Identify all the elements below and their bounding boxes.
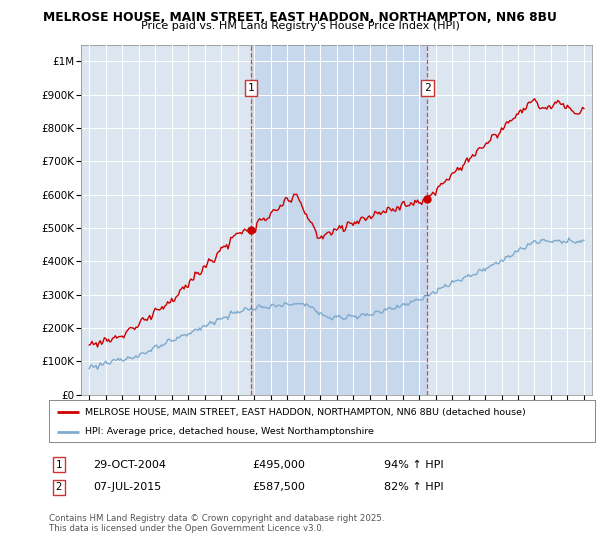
Text: £495,000: £495,000 [252, 460, 305, 470]
Bar [251, 45, 427, 395]
Text: 94% ↑ HPI: 94% ↑ HPI [384, 460, 443, 470]
Text: 2: 2 [424, 83, 431, 93]
Text: 07-JUL-2015: 07-JUL-2015 [93, 482, 161, 492]
Text: MELROSE HOUSE, MAIN STREET, EAST HADDON, NORTHAMPTON, NN6 8BU (detached house): MELROSE HOUSE, MAIN STREET, EAST HADDON,… [85, 408, 526, 417]
Text: 29-OCT-2004: 29-OCT-2004 [93, 460, 166, 470]
Text: 1: 1 [248, 83, 255, 93]
Text: Contains HM Land Registry data © Crown copyright and database right 2025.
This d: Contains HM Land Registry data © Crown c… [49, 514, 385, 534]
Text: HPI: Average price, detached house, West Northamptonshire: HPI: Average price, detached house, West… [85, 427, 374, 436]
Text: Price paid vs. HM Land Registry's House Price Index (HPI): Price paid vs. HM Land Registry's House … [140, 21, 460, 31]
Text: £587,500: £587,500 [252, 482, 305, 492]
Text: MELROSE HOUSE, MAIN STREET, EAST HADDON, NORTHAMPTON, NN6 8BU: MELROSE HOUSE, MAIN STREET, EAST HADDON,… [43, 11, 557, 24]
Text: 1: 1 [56, 460, 62, 470]
Text: 2: 2 [56, 482, 62, 492]
Text: 82% ↑ HPI: 82% ↑ HPI [384, 482, 443, 492]
